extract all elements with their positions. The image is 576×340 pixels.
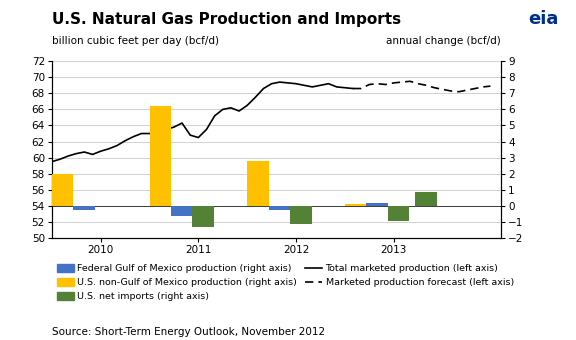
Bar xyxy=(415,192,437,206)
Bar xyxy=(366,203,388,206)
Bar xyxy=(192,206,214,227)
Bar xyxy=(150,106,171,206)
Bar xyxy=(171,206,192,216)
Bar xyxy=(73,206,95,210)
Text: eia: eia xyxy=(528,10,559,28)
Text: annual change (bcf/d): annual change (bcf/d) xyxy=(386,36,501,46)
Bar xyxy=(247,161,268,206)
Bar xyxy=(290,206,312,224)
Bar xyxy=(52,174,73,206)
Legend: Federal Gulf of Mexico production (right axis), U.S. non-Gulf of Mexico producti: Federal Gulf of Mexico production (right… xyxy=(56,264,514,301)
Bar xyxy=(345,204,366,206)
Bar xyxy=(268,206,290,210)
Text: U.S. Natural Gas Production and Imports: U.S. Natural Gas Production and Imports xyxy=(52,12,401,27)
Text: billion cubic feet per day (bcf/d): billion cubic feet per day (bcf/d) xyxy=(52,36,219,46)
Text: Source: Short-Term Energy Outlook, November 2012: Source: Short-Term Energy Outlook, Novem… xyxy=(52,327,325,337)
Bar xyxy=(388,206,410,221)
